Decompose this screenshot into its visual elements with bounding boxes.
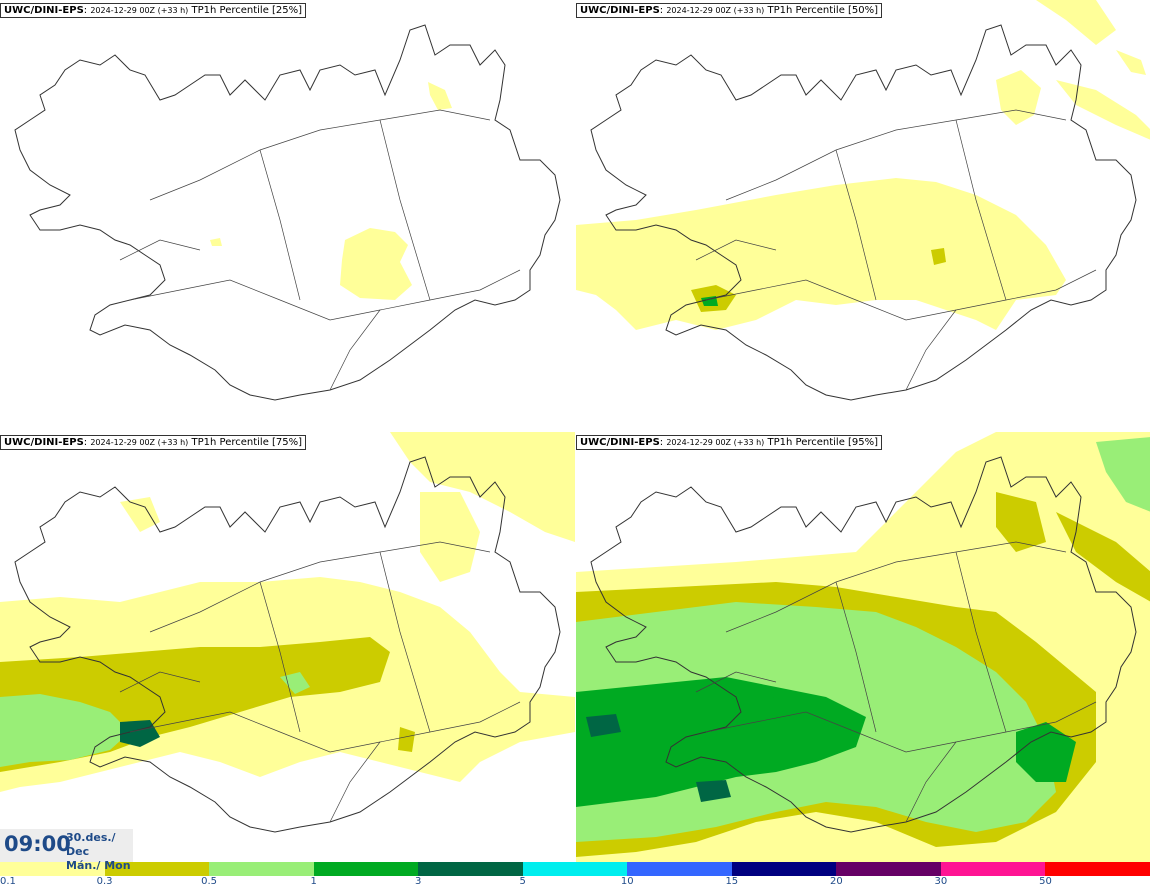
legend-swatch <box>940 862 1046 876</box>
legend-swatch <box>313 862 419 876</box>
road-network <box>119 109 521 391</box>
precip-map <box>14 24 561 401</box>
legend-swatch <box>522 862 628 876</box>
map-panel-p25: UWC/DINI-EPS: 2024-12-29 00Z (+33 h) TP1… <box>0 0 575 430</box>
legend-tick-label: 1 <box>310 876 317 887</box>
legend-tick-label: 5 <box>519 876 526 887</box>
valid-time: 09:00 <box>4 832 71 856</box>
legend-tick-label: 50 <box>1039 876 1052 887</box>
legend-tick-label: 30 <box>934 876 948 887</box>
precip-map <box>576 432 1150 862</box>
valid-time-box: 09:00 30.des./ Dec Mán./ Mon <box>0 829 133 872</box>
legend-tick-label: 0.5 <box>201 876 218 887</box>
color-legend: 0.1 0.3 0.5 1 3 5 10 15 20 30 50 <box>0 862 1150 891</box>
legend-tick-label: 3 <box>414 876 422 887</box>
legend-swatch <box>731 862 837 876</box>
map-panel-p95: UWC/DINI-EPS: 2024-12-29 00Z (+33 h) TP1… <box>576 432 1150 862</box>
precip-field <box>576 432 1150 862</box>
legend-swatch <box>209 862 314 876</box>
precip-field <box>576 0 1150 330</box>
legend-tick-label: 10 <box>620 876 634 887</box>
panel-divider <box>575 0 576 862</box>
legend-swatch <box>627 862 732 876</box>
precip-map <box>0 432 575 833</box>
panel-title: UWC/DINI-EPS: 2024-12-29 00Z (+33 h) TP1… <box>576 3 883 18</box>
legend-tick-label: 0.1 <box>0 876 16 887</box>
legend-swatch <box>0 862 105 876</box>
map-panel-p50: UWC/DINI-EPS: 2024-12-29 00Z (+33 h) TP1… <box>576 0 1150 430</box>
legend-tick-label: 15 <box>725 876 739 887</box>
precip-field <box>210 82 452 300</box>
panel-title: UWC/DINI-EPS: 2024-12-29 00Z (+33 h) TP1… <box>576 435 883 450</box>
legend-swatch <box>104 862 210 876</box>
legend-bar <box>0 862 1150 876</box>
legend-tick-label: 20 <box>829 876 843 887</box>
legend-swatch <box>1045 862 1150 876</box>
panel-title: UWC/DINI-EPS: 2024-12-29 00Z (+33 h) TP1… <box>0 435 307 450</box>
legend-tick-label: 0.3 <box>96 876 113 887</box>
precip-field <box>0 432 575 792</box>
precip-map <box>576 0 1150 401</box>
legend-swatch <box>418 862 523 876</box>
panel-title: UWC/DINI-EPS: 2024-12-29 00Z (+33 h) TP1… <box>0 3 307 18</box>
legend-swatch <box>836 862 941 876</box>
map-panel-p75: UWC/DINI-EPS: 2024-12-29 00Z (+33 h) TP1… <box>0 432 575 862</box>
valid-date: 30.des./ Dec Mán./ Mon <box>66 831 131 872</box>
coastline <box>14 24 561 401</box>
